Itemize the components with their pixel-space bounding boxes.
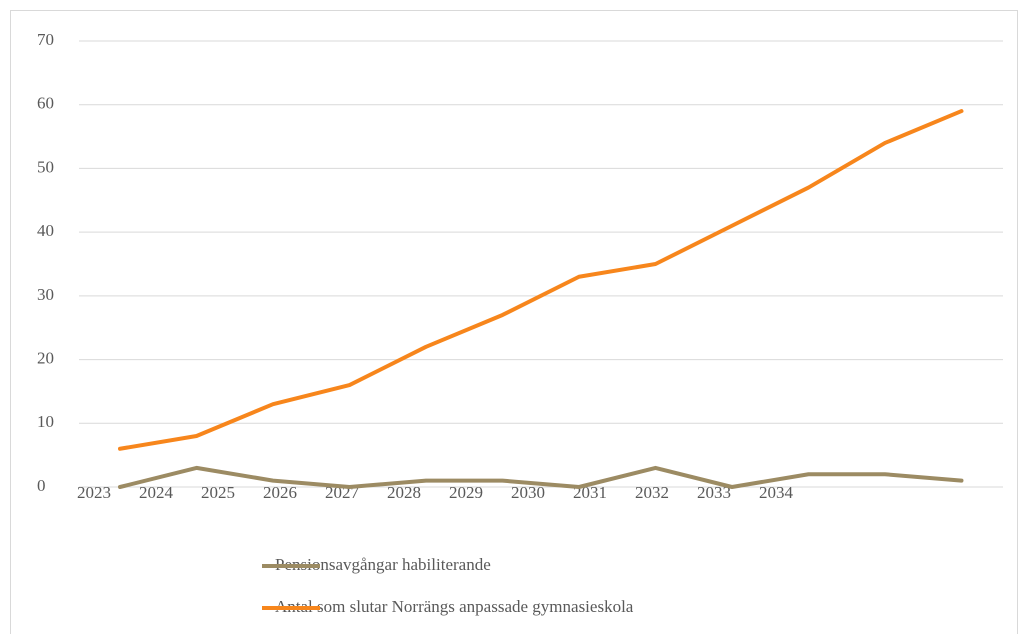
y-tick-label: 40 xyxy=(37,221,54,240)
y-tick-label: 60 xyxy=(37,94,54,113)
legend-label: Pensionsavgångar habiliterande xyxy=(275,555,491,574)
x-tick-label: 2030 xyxy=(511,483,545,502)
x-tick-label: 2029 xyxy=(449,483,483,502)
x-tick-label: 2033 xyxy=(697,483,731,502)
y-tick-label: 10 xyxy=(37,412,54,431)
y-tick-label: 0 xyxy=(37,476,46,495)
x-tick-label: 2026 xyxy=(263,483,297,502)
y-tick-label: 50 xyxy=(37,157,54,176)
x-tick-label: 2032 xyxy=(635,483,669,502)
x-tick-label: 2025 xyxy=(201,483,235,502)
x-tick-label: 2024 xyxy=(139,483,174,502)
y-tick-label: 70 xyxy=(37,30,54,49)
legend-label: Antal som slutar Norrängs anpassade gymn… xyxy=(275,597,634,616)
y-tick-label: 30 xyxy=(37,285,54,304)
y-tick-label: 20 xyxy=(37,348,54,367)
series-line xyxy=(118,465,964,489)
series-line xyxy=(118,109,964,451)
x-tick-label: 2028 xyxy=(387,483,421,502)
x-tick-label: 2023 xyxy=(77,483,111,502)
x-tick-label: 2034 xyxy=(759,483,794,502)
chart-frame xyxy=(10,10,1018,634)
